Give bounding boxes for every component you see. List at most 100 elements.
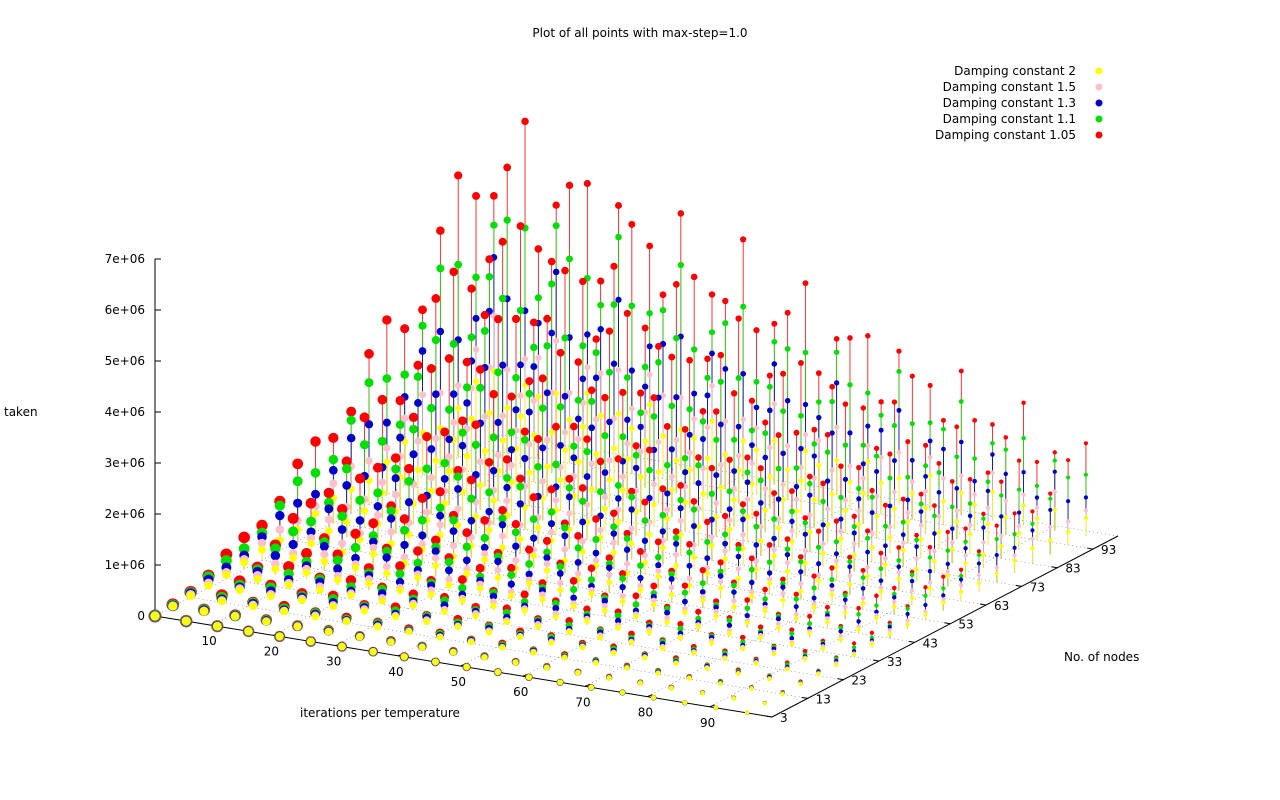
data-point xyxy=(726,617,733,624)
data-point xyxy=(869,510,875,516)
data-point xyxy=(238,543,250,554)
data-point xyxy=(552,268,560,276)
data-point xyxy=(740,545,746,552)
data-point xyxy=(597,301,605,309)
data-point xyxy=(535,524,542,531)
data-point xyxy=(722,531,729,538)
data-point xyxy=(807,630,812,636)
data-point xyxy=(503,618,510,626)
data-point xyxy=(1052,489,1057,494)
data-point xyxy=(1003,435,1009,440)
y-tick-mark xyxy=(801,696,808,699)
data-point xyxy=(409,424,418,434)
data-point xyxy=(882,502,888,508)
data-point xyxy=(399,514,410,524)
data-point xyxy=(878,399,884,405)
data-point xyxy=(610,530,618,537)
data-point xyxy=(834,380,840,386)
data-point xyxy=(507,392,516,401)
data-point xyxy=(333,564,343,574)
data-point xyxy=(641,363,649,371)
data-point xyxy=(673,540,680,547)
data-point xyxy=(311,489,320,499)
data-point xyxy=(829,398,835,405)
data-point xyxy=(574,358,583,366)
data-point xyxy=(887,534,893,540)
data-point xyxy=(936,529,942,535)
data-point xyxy=(744,469,751,476)
data-point xyxy=(767,576,773,582)
data-point xyxy=(865,535,871,541)
data-point xyxy=(958,439,964,445)
data-point xyxy=(459,597,466,604)
data-point xyxy=(583,473,591,480)
data-point xyxy=(508,592,515,599)
data-point xyxy=(677,531,684,538)
data-point xyxy=(775,515,782,522)
data-point xyxy=(632,601,640,608)
data-point xyxy=(1048,491,1053,496)
data-point xyxy=(824,431,831,438)
data-point xyxy=(914,567,919,572)
x-tick-label: 90 xyxy=(700,716,715,730)
data-point xyxy=(668,353,676,361)
data-point xyxy=(521,607,528,614)
data-point xyxy=(534,623,541,630)
data-point xyxy=(963,539,968,545)
legend-marker xyxy=(1095,115,1103,123)
data-point xyxy=(834,424,840,430)
data-point xyxy=(306,516,316,527)
data-point xyxy=(673,660,679,666)
data-point xyxy=(807,621,813,626)
data-point xyxy=(360,507,369,515)
data-point xyxy=(316,586,324,594)
data-point xyxy=(838,536,844,542)
data-point xyxy=(418,643,426,651)
data-point xyxy=(391,474,400,483)
data-point xyxy=(637,574,644,582)
data-point xyxy=(1034,495,1040,500)
data-point xyxy=(972,456,977,461)
data-point xyxy=(905,474,911,480)
data-point xyxy=(489,466,498,475)
data-point xyxy=(891,399,898,405)
data-point xyxy=(584,618,590,624)
data-point xyxy=(927,580,933,585)
data-point xyxy=(396,586,404,594)
data-point xyxy=(485,526,493,534)
data-point xyxy=(543,436,551,443)
data-point xyxy=(637,423,644,431)
data-point xyxy=(628,302,636,310)
data-point xyxy=(377,394,388,405)
data-point xyxy=(552,201,560,209)
data-point xyxy=(744,620,750,626)
data-point xyxy=(825,619,830,625)
data-point xyxy=(1066,475,1071,480)
data-point xyxy=(1021,503,1026,508)
data-point xyxy=(395,569,405,579)
data-point xyxy=(927,568,933,574)
data-point xyxy=(758,635,763,640)
data-point xyxy=(843,508,848,513)
z-tick-label: 6e+06 xyxy=(105,303,145,317)
data-point xyxy=(409,450,418,459)
legend-marker xyxy=(1095,83,1103,91)
data-point xyxy=(686,467,693,473)
data-point xyxy=(418,305,427,315)
data-point xyxy=(601,393,609,402)
data-point xyxy=(856,508,862,514)
data-point xyxy=(258,545,266,554)
z-axis: 0 1e+06 2e+06 3e+06 4e+06 5e+06 6e+06 7e+06 xyxy=(105,252,161,623)
data-point xyxy=(726,456,733,463)
data-point xyxy=(382,546,392,556)
data-point xyxy=(525,545,534,554)
data-point xyxy=(735,452,742,459)
data-point xyxy=(825,522,831,528)
data-point xyxy=(628,525,635,532)
data-point xyxy=(516,482,525,491)
data-point xyxy=(1021,470,1026,475)
data-point xyxy=(677,496,684,504)
data-point xyxy=(739,508,746,515)
data-point xyxy=(238,531,250,544)
data-point xyxy=(534,434,543,444)
